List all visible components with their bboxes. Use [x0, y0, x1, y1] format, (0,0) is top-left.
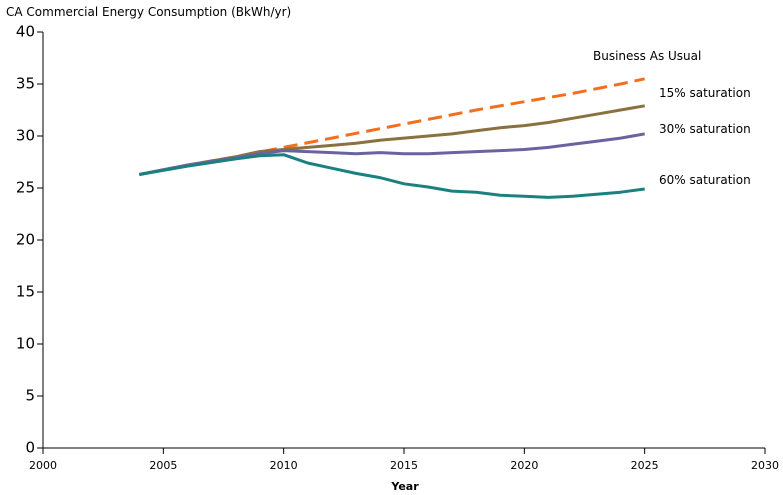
series-line-3 — [139, 132, 645, 176]
y-tick-label: 25 — [16, 179, 35, 197]
x-tick-label: 2005 — [149, 459, 177, 472]
x-tick-label: 2020 — [510, 459, 538, 472]
y-tick-label: 5 — [25, 387, 35, 405]
series-line-4 — [139, 153, 645, 199]
x-tick-label: 2010 — [270, 459, 298, 472]
x-tick-label: 2000 — [29, 459, 57, 472]
x-tick-label: 2015 — [390, 459, 418, 472]
y-tick-label: 35 — [16, 75, 35, 93]
x-tick-label: 2025 — [631, 459, 659, 472]
series-layer — [139, 77, 646, 199]
y-tick-label: 40 — [16, 23, 35, 41]
y-tick-label: 20 — [16, 231, 35, 249]
x-tick-label: 2030 — [751, 459, 779, 472]
x-axis-label: Year — [390, 480, 419, 493]
series-label-4: 60% saturation — [659, 173, 751, 187]
series-label-1: Business As Usual — [593, 49, 701, 63]
y-tick-label: 15 — [16, 283, 35, 301]
y-tick-label: 10 — [16, 335, 35, 353]
series-label-2: 15% saturation — [659, 86, 751, 100]
y-tick-label: 30 — [16, 127, 35, 145]
y-tick-label: 0 — [25, 439, 35, 457]
series-label-3: 30% saturation — [659, 122, 751, 136]
series-labels: Business As Usual 15% saturation 30% satur… — [593, 49, 751, 187]
chart-title: CA Commercial Energy Consumption (BkWh/y… — [6, 5, 291, 19]
series-line-2 — [139, 104, 645, 176]
